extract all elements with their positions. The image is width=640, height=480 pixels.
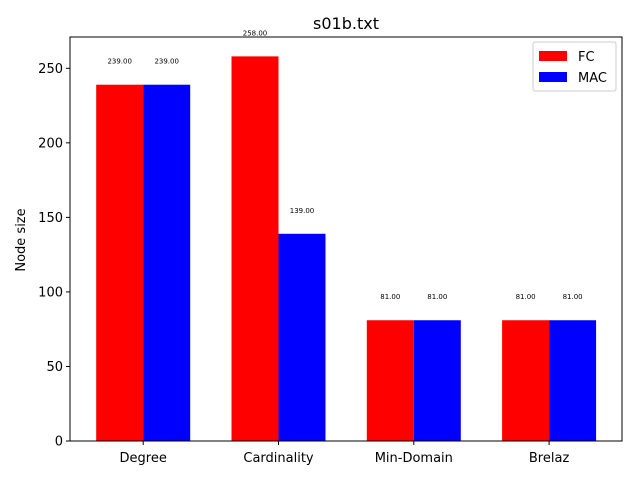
legend-swatch-fc bbox=[539, 51, 567, 61]
bar-fc-min-domain bbox=[366, 320, 414, 441]
bar-mac-degree bbox=[143, 84, 191, 441]
y-tick-label: 200 bbox=[38, 136, 63, 151]
y-tick-label: 250 bbox=[38, 62, 63, 77]
bar-mac-min-domain bbox=[413, 320, 461, 441]
x-tick-label: Degree bbox=[120, 451, 167, 466]
plot-area: 239.00 258.00 81.00 81.00 239.00 139.00 81.00 8… bbox=[38, 29, 623, 466]
y-tick-label: 100 bbox=[38, 285, 63, 300]
y-tick-label: 0 bbox=[55, 435, 63, 450]
y-axis-label: Node size bbox=[14, 208, 29, 271]
legend: FC MAC bbox=[532, 41, 617, 92]
legend-label-fc: FC bbox=[578, 50, 595, 65]
data-label: 81.00 bbox=[427, 293, 447, 301]
chart-title: s01b.txt bbox=[313, 14, 379, 33]
x-tick-label: Brelaz bbox=[529, 451, 570, 466]
data-label: 239.00 bbox=[107, 58, 132, 66]
bar-mac-cardinality bbox=[278, 233, 326, 441]
y-tick-label: 50 bbox=[46, 360, 63, 375]
data-label: 81.00 bbox=[516, 293, 536, 301]
legend-swatch-mac bbox=[539, 72, 567, 82]
plot-frame bbox=[69, 36, 623, 442]
legend-label-mac: MAC bbox=[578, 71, 607, 86]
bar-fc-cardinality bbox=[231, 56, 279, 442]
data-label: 139.00 bbox=[290, 207, 315, 215]
x-tick-label: Cardinality bbox=[243, 451, 314, 466]
x-tick-label: Min-Domain bbox=[375, 451, 453, 466]
bar-mac-brelaz bbox=[549, 320, 597, 441]
data-label: 81.00 bbox=[563, 293, 583, 301]
data-label: 258.00 bbox=[243, 29, 268, 37]
data-label: 239.00 bbox=[154, 58, 179, 66]
y-tick-label: 150 bbox=[38, 211, 63, 226]
bar-fc-degree bbox=[96, 84, 144, 441]
data-label: 81.00 bbox=[380, 293, 400, 301]
bar-fc-brelaz bbox=[502, 320, 550, 441]
